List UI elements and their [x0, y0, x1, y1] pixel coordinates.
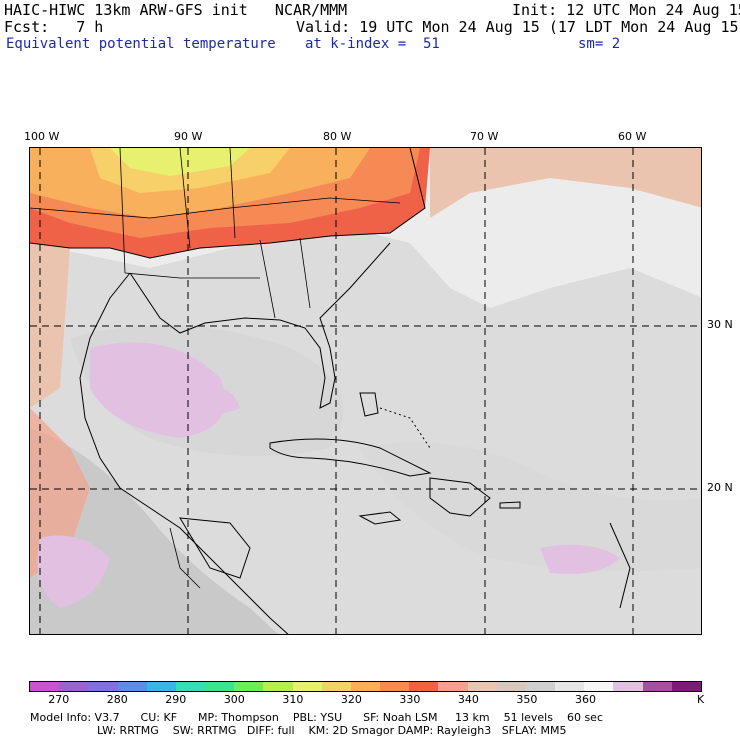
lon-label: 60 W [618, 130, 647, 143]
lat-label: 30 N [707, 318, 733, 331]
theta-e-map [30, 148, 701, 634]
color-scale-label: 340 [457, 693, 479, 706]
model-info: Model Info: V3.7 CU: KF MP: Thompson PBL… [30, 711, 603, 724]
color-scale-label: 280 [106, 693, 128, 706]
color-swatch [671, 682, 701, 691]
color-swatch [555, 682, 585, 691]
color-scale-label: 320 [340, 693, 362, 706]
color-swatch [467, 682, 497, 691]
k-index: at k-index = 51 [305, 36, 440, 52]
map-panel [29, 147, 702, 635]
purple-patches [37, 342, 620, 608]
theta-e-warm-region [30, 148, 701, 578]
model-title: HAIC-HIWC 13km ARW-GFS init NCAR/MMM [4, 1, 348, 19]
lon-label: 100 W [24, 130, 60, 143]
lon-label: 70 W [470, 130, 499, 143]
color-swatch [438, 682, 468, 691]
smoothing: sm= 2 [578, 36, 621, 52]
valid-time: Valid: 19 UTC Mon 24 Aug 15 (17 LDT Mon … [296, 18, 740, 36]
color-swatch [88, 682, 118, 691]
color-scale-label: 290 [165, 693, 187, 706]
color-swatch [146, 682, 176, 691]
color-scale-label: 330 [399, 693, 421, 706]
color-swatch [205, 682, 235, 691]
color-swatch [234, 682, 264, 691]
lat-label: 20 N [707, 481, 733, 494]
color-swatch [584, 682, 614, 691]
color-swatch [175, 682, 206, 691]
color-swatch [263, 682, 293, 691]
color-swatch [292, 682, 322, 691]
graticule [30, 148, 701, 634]
color-swatch [59, 682, 89, 691]
color-swatch [350, 682, 381, 691]
lon-label: 80 W [323, 130, 352, 143]
field-name: Equivalent potential temperature [6, 36, 276, 52]
model-physics: LW: RRTMG SW: RRTMG DIFF: full KM: 2D Sm… [97, 724, 567, 737]
color-scale-label: 360 [574, 693, 596, 706]
color-scale-unit: K [697, 693, 705, 706]
init-time: Init: 12 UTC Mon 24 Aug 15 [512, 1, 740, 19]
color-swatch [117, 682, 147, 691]
color-swatch [30, 682, 60, 691]
color-swatch [409, 682, 439, 691]
color-swatch [613, 682, 643, 691]
color-scale-label: 270 [48, 693, 70, 706]
color-swatch [321, 682, 351, 691]
color-scale-bar [29, 681, 702, 692]
color-swatch [380, 682, 410, 691]
color-scale-label: 310 [282, 693, 304, 706]
coastlines [30, 148, 631, 634]
political-borders [30, 148, 401, 589]
color-scale-label: 300 [223, 693, 245, 706]
color-swatch [642, 682, 672, 691]
color-scale-label: 350 [516, 693, 538, 706]
lon-label: 90 W [174, 130, 203, 143]
gray-field [30, 223, 701, 634]
forecast-hour: Fcst: 7 h [4, 18, 104, 36]
color-swatch [496, 682, 526, 691]
color-swatch [525, 682, 556, 691]
